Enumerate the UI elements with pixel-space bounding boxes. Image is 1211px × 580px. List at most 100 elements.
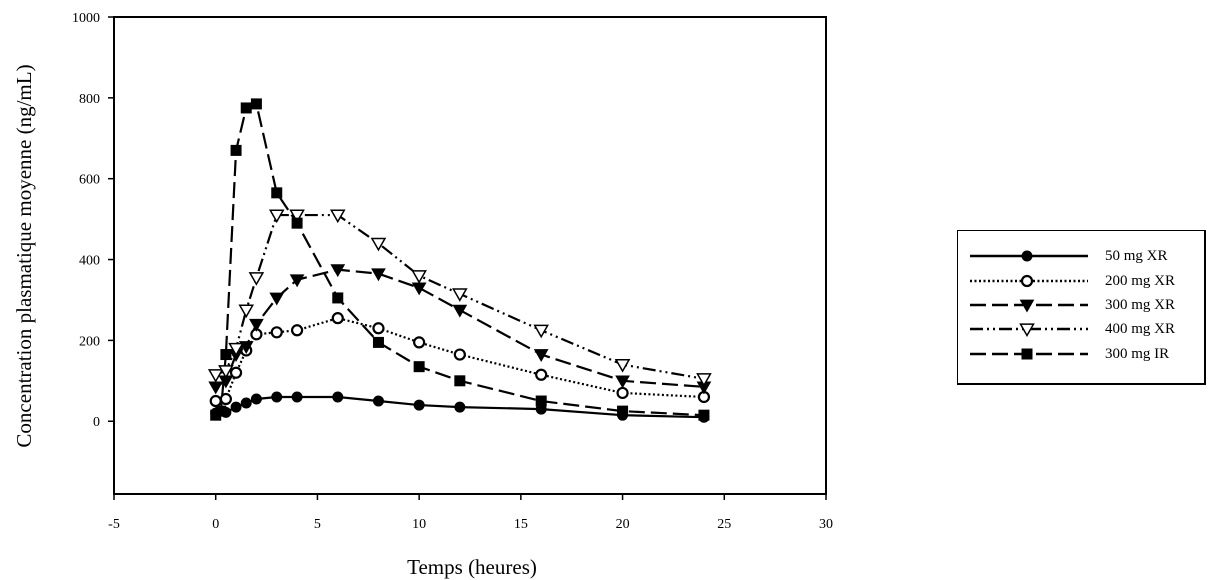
y-tick-label: 1000 [72,11,100,26]
legend-label-300mg-xr: 300 mg XR [1105,297,1176,313]
y-tick-label: 200 [79,334,100,349]
data-point-50-mg-xr [271,391,283,403]
data-point-200-mg-xr [270,326,283,339]
legend-label-200mg-xr: 200 mg XR [1105,273,1176,289]
y-tick-label: 600 [79,173,100,188]
data-point-400-mg-xr [370,237,387,252]
legend-marker [1020,274,1034,288]
data-point-50-mg-xr [240,397,252,409]
legend-entry-400mg-xr: 400 mg XR [958,318,1204,342]
data-point-300-mg-xr [249,318,264,332]
data-point-400-mg-xr [289,209,305,224]
data-point-300-mg-ir [271,187,283,199]
legend-label-400mg-xr: 400 mg XR [1105,321,1176,337]
data-point-400-mg-xr [207,369,224,383]
x-tick-label: 5 [314,517,321,532]
data-point-400-mg-xr [218,365,234,379]
data-point-200-mg-xr [535,368,548,381]
data-point-400-mg-xr [696,373,712,387]
data-point-200-mg-xr [453,348,466,361]
data-point-400-mg-xr [411,270,427,284]
x-axis-label: Temps (heures) [407,555,537,579]
series-line-300-mg-ir [215,102,704,417]
series-lines [215,102,705,419]
legend-entry-200mg-xr: 200 mg XR [958,270,1204,294]
data-point-300-mg-ir [230,144,242,156]
legend-marker [1019,323,1035,338]
data-point-50-mg-xr [413,399,425,411]
series-line-400-mg-xr [215,213,705,380]
data-point-50-mg-xr [230,401,242,413]
y-axis-label: Concentration plasmatique moyenne (ng/mL… [12,64,36,447]
data-point-400-mg-xr [614,359,631,373]
legend-marker [1021,250,1033,262]
y-tick-label: 0 [93,415,100,430]
axis-ticks: -5 0 5 10 15 20 25 30 0 200 400 600 800 1000 [72,11,833,532]
legend-entry-300mg-ir: 300 mg IR [958,343,1204,367]
data-point-50-mg-xr [250,393,262,405]
data-point-50-mg-xr [291,391,303,403]
data-point-300-mg-ir [413,361,425,373]
legend-marker [1019,299,1035,313]
data-point-300-mg-ir [454,375,466,387]
data-point-300-mg-ir [698,409,710,421]
data-point-300-mg-xr [269,292,285,306]
legend-entry-50mg-xr: 50 mg XR [958,245,1204,269]
data-point-400-mg-xr [248,272,265,286]
x-tick-label: -5 [108,517,120,532]
data-point-300-mg-xr [330,264,346,278]
data-point-300-mg-xr [533,349,549,363]
y-tick-label: 400 [79,254,100,269]
data-point-300-mg-ir [240,102,252,114]
data-point-200-mg-xr [229,366,243,379]
plot-frame [113,16,827,495]
data-point-400-mg-xr [329,209,346,224]
legend: 50 mg XR 200 mg XR 300 mg XR 400 mg XR 3… [957,230,1206,385]
data-point-200-mg-xr [616,386,629,400]
legend-swatch-200mg-xr [970,274,1088,288]
data-point-300-mg-ir [372,336,384,348]
legend-swatch-50mg-xr [970,250,1088,262]
data-point-200-mg-xr [209,394,222,408]
data-point-400-mg-xr [533,324,549,339]
data-point-200-mg-xr [290,324,304,337]
data-point-300-mg-ir [220,349,232,361]
data-point-300-mg-xr [208,381,224,395]
legend-label-50mg-xr: 50 mg XR [1105,248,1168,264]
data-point-400-mg-xr [228,342,244,357]
data-point-300-mg-ir [535,395,547,407]
series-line-300-mg-xr [215,268,705,388]
data-point-300-mg-xr [371,268,386,282]
x-tick-label: 30 [819,517,833,532]
data-point-300-mg-xr [289,274,305,288]
legend-entry-300mg-xr: 300 mg XR [958,294,1204,318]
data-point-400-mg-xr [238,304,255,319]
legend-marker [1021,348,1033,360]
data-point-300-mg-ir [332,292,344,304]
data-point-300-mg-xr [615,375,630,389]
data-point-300-mg-ir [291,217,303,229]
data-point-50-mg-xr [372,395,384,407]
data-point-50-mg-xr [332,391,344,403]
y-tick-label: 800 [79,92,100,107]
data-point-300-mg-ir [215,405,227,417]
data-point-400-mg-xr [268,209,285,224]
data-point-300-mg-ir [617,405,629,417]
series-line-200-mg-xr [215,317,704,403]
legend-swatch-400mg-xr [970,323,1088,338]
legend-label-300mg-ir: 300 mg IR [1105,346,1170,362]
data-point-300-mg-xr [452,304,468,318]
x-tick-label: 25 [717,517,731,532]
x-tick-label: 0 [212,517,219,532]
x-tick-label: 20 [616,517,630,532]
legend-swatch-300mg-ir [970,348,1088,360]
data-point-300-mg-xr [238,341,254,354]
data-point-50-mg-xr [454,401,466,413]
data-point-200-mg-xr [219,392,232,406]
data-point-200-mg-xr [413,336,426,349]
data-point-200-mg-xr [372,322,385,335]
data-point-400-mg-xr [452,288,468,302]
legend-swatch-300mg-xr [970,299,1088,313]
data-point-200-mg-xr [331,312,344,325]
